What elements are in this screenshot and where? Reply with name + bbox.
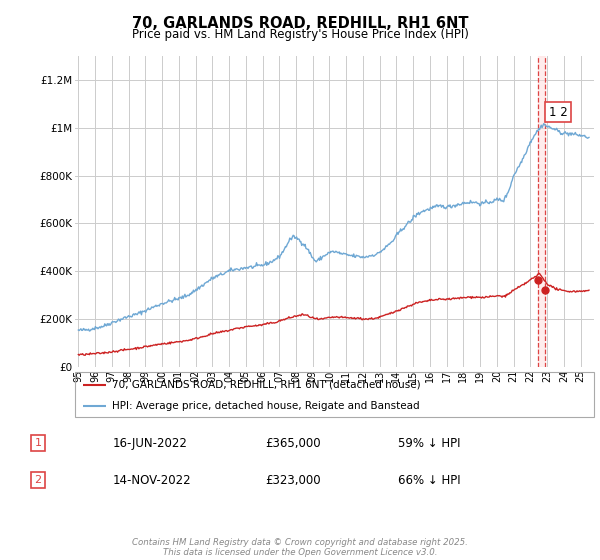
Text: 14-NOV-2022: 14-NOV-2022 <box>113 474 191 487</box>
Text: 70, GARLANDS ROAD, REDHILL, RH1 6NT (detached house): 70, GARLANDS ROAD, REDHILL, RH1 6NT (det… <box>112 380 421 390</box>
Text: HPI: Average price, detached house, Reigate and Banstead: HPI: Average price, detached house, Reig… <box>112 401 420 411</box>
Text: 59% ↓ HPI: 59% ↓ HPI <box>398 437 460 450</box>
Text: 1: 1 <box>34 438 41 448</box>
Text: 2: 2 <box>34 475 41 485</box>
Text: 1 2: 1 2 <box>549 106 568 119</box>
Bar <box>538 56 545 367</box>
Text: Price paid vs. HM Land Registry's House Price Index (HPI): Price paid vs. HM Land Registry's House … <box>131 28 469 41</box>
Text: 70, GARLANDS ROAD, REDHILL, RH1 6NT: 70, GARLANDS ROAD, REDHILL, RH1 6NT <box>132 16 468 31</box>
Text: 66% ↓ HPI: 66% ↓ HPI <box>398 474 461 487</box>
Text: £323,000: £323,000 <box>265 474 321 487</box>
Text: £365,000: £365,000 <box>265 437 321 450</box>
Text: Contains HM Land Registry data © Crown copyright and database right 2025.
This d: Contains HM Land Registry data © Crown c… <box>132 538 468 557</box>
Text: 16-JUN-2022: 16-JUN-2022 <box>113 437 188 450</box>
